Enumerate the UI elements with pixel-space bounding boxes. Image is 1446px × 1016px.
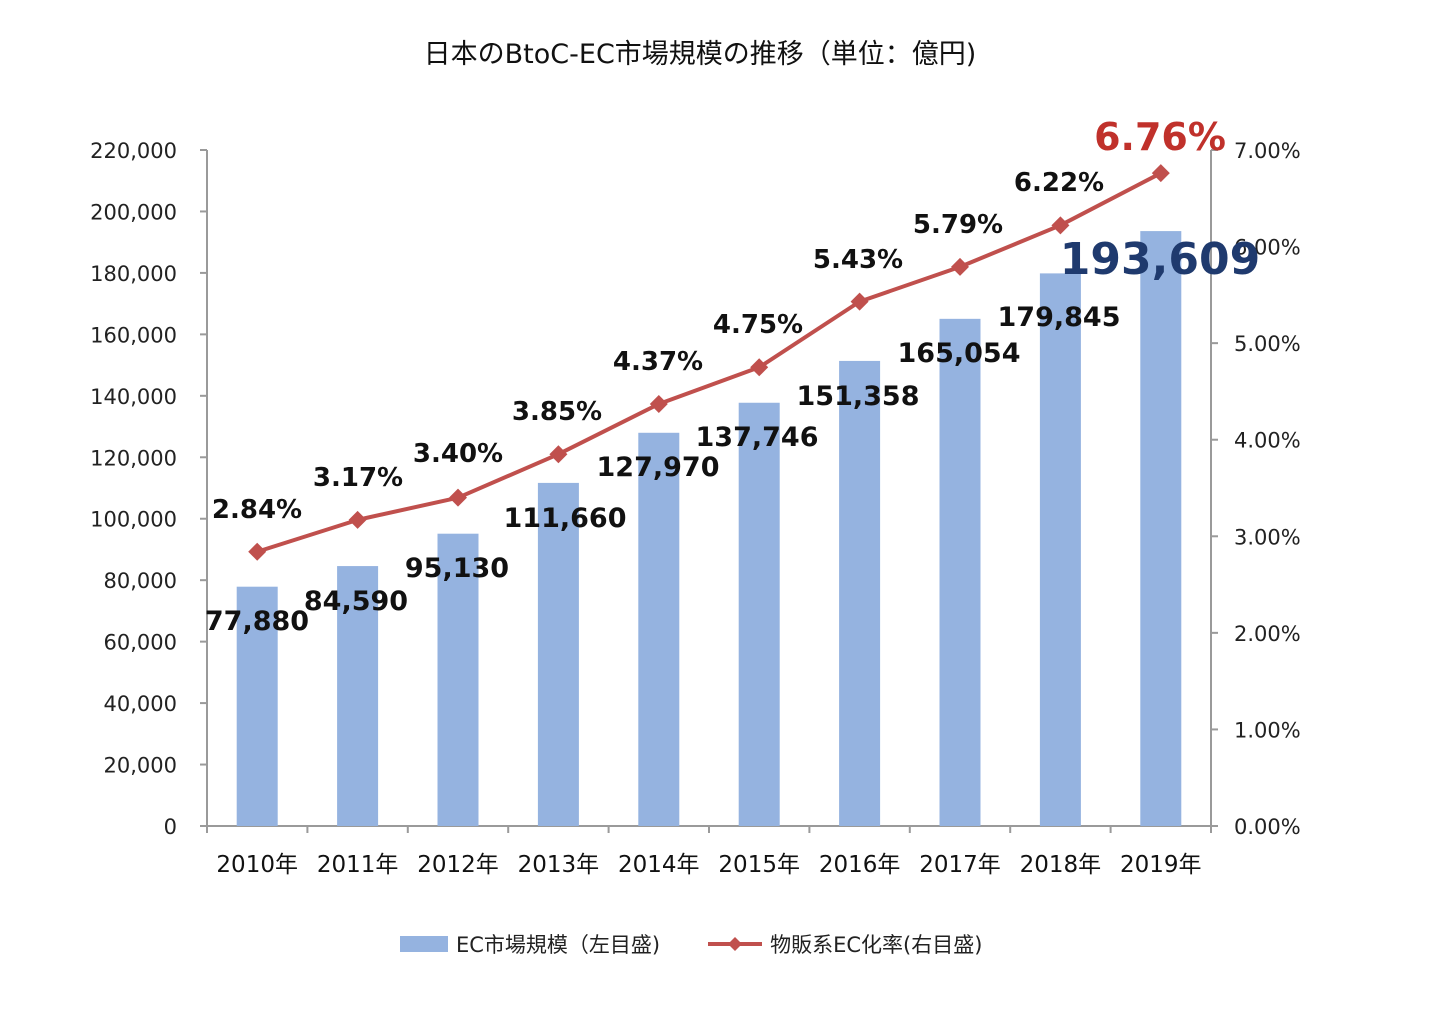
chart-title: 日本のBtoC-EC市場規模の推移（単位：億円) [423,39,977,70]
legend-bar-swatch [400,936,448,952]
y-left-tick-label: 60,000 [104,631,177,655]
y-right-tick-label: 3.00% [1234,525,1301,549]
y-left-tick-label: 220,000 [90,139,177,163]
y-left-tick-label: 200,000 [90,200,177,224]
bar-value-label: 137,746 [696,422,819,453]
line-marker [549,445,568,464]
bar [537,482,579,826]
line-value-label: 3.85% [512,397,602,427]
bar-value-label: 165,054 [898,338,1021,369]
bar-value-label: 111,660 [504,503,627,534]
bar-value-label: 84,590 [304,586,408,617]
legend-item-bar: EC市場規模（左目盛) [400,929,660,959]
y-left-tick-label: 40,000 [104,692,177,716]
y-left-tick-label: 0 [164,815,177,839]
bar [839,360,881,826]
y-left-tick-label: 100,000 [90,508,177,532]
y-left-tick-label: 120,000 [90,446,177,470]
line-value-label: 6.76% [1094,115,1226,159]
x-tick-label: 2013年 [518,852,600,878]
line-marker [850,292,869,311]
line-value-label: 6.22% [1014,168,1104,198]
line-marker [1051,216,1070,235]
legend-line-swatch [708,937,763,951]
x-tick-label: 2014年 [618,852,700,878]
line-marker [750,358,769,377]
y-left-tick-label: 180,000 [90,262,177,286]
y-right-tick-label: 7.00% [1234,139,1301,163]
x-tick-label: 2012年 [417,852,499,878]
line-marker [951,257,969,276]
x-tick-label: 2011年 [317,852,399,878]
x-tick-label: 2019年 [1120,852,1202,878]
line-marker [348,510,367,529]
bar [1039,273,1081,826]
rate-line [256,171,1162,554]
y-left-tick-label: 20,000 [104,754,177,778]
y-right-tick-label: 4.00% [1234,429,1301,453]
line-value-label: 4.37% [613,347,703,377]
bar [939,318,981,826]
x-tick-label: 2015年 [718,852,800,878]
legend-bar-label: EC市場規模（左目盛) [456,933,661,957]
y-right-tick-label: 1.00% [1234,718,1301,742]
line-marker [649,394,668,413]
bar-value-label: 77,880 [205,606,309,637]
legend-line-label: 物販系EC化率(右目盛) [770,933,983,957]
x-tick-label: 2016年 [819,852,901,878]
y-left-tick-label: 140,000 [90,385,177,409]
y-right-tick-label: 6.00% [1234,236,1301,260]
line-marker [1151,164,1170,183]
bar [638,432,680,826]
y-left-tick-label: 160,000 [90,323,177,347]
x-tick-label: 2018年 [1020,852,1102,878]
line-value-label: 2.84% [212,495,302,525]
bar-value-label: 127,970 [597,452,720,483]
line-marker [449,488,467,507]
line-value-label: 3.17% [313,463,403,493]
bar [337,566,379,826]
chart-legend: EC市場規模（左目盛) 物販系EC化率(右目盛) [400,928,1030,960]
y-left-tick-label: 80,000 [104,569,177,593]
bar [437,533,479,826]
bar [738,402,780,826]
y-right-tick-label: 2.00% [1234,622,1301,646]
line-value-label: 4.75% [713,310,803,340]
legend-line-marker [728,937,743,951]
bar-value-label: 179,845 [998,302,1121,333]
line-value-label: 5.79% [913,210,1003,240]
bar-value-label: 95,130 [405,553,509,584]
y-right-tick-label: 5.00% [1234,332,1301,356]
bar [1140,231,1182,826]
x-tick-label: 2010年 [216,852,298,878]
line-value-label: 3.40% [413,439,503,469]
bar-value-label: 151,358 [797,381,920,412]
legend-item-line: 物販系EC化率(右目盛) [708,929,982,959]
y-right-tick-label: 0.00% [1234,815,1301,839]
line-value-label: 5.43% [813,245,903,275]
x-tick-label: 2017年 [919,852,1001,878]
line-marker [248,542,267,561]
bar [236,586,278,826]
bar-value-label: 193,609 [1060,234,1260,285]
